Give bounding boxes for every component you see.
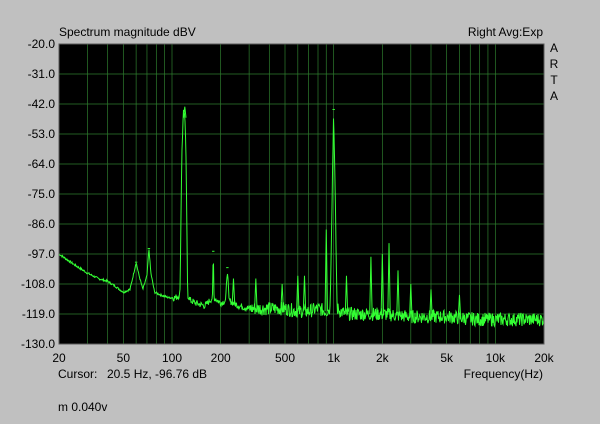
y-tick-label: -64.0 [28, 157, 56, 171]
x-tick-label: 10k [486, 351, 506, 365]
spectrum-peak [387, 243, 391, 315]
bottom-note: m 0.040v [58, 400, 107, 414]
spectrum-peak [302, 275, 307, 312]
y-tick-labels: -20.0 -31.0 -42.0 -53.0 -64.0 -75.0 -86.0 -97.0… [21, 37, 55, 351]
spectrum-peak [324, 229, 328, 312]
spectrum-peak [254, 278, 258, 309]
spectrum-peak [231, 278, 236, 304]
x-tick-labels: 20 50 100 200 500 1k 2k 5k 10k 20k [52, 351, 554, 365]
x-tick-label: 5k [440, 351, 454, 365]
y-tick-label: -75.0 [28, 187, 56, 201]
spectrum-peak [280, 283, 284, 309]
spectrum-peak [183, 106, 187, 118]
x-tick-label: 500 [275, 351, 295, 365]
plot-border [58, 43, 545, 345]
y-tick-label: -86.0 [28, 217, 56, 231]
x-tick-label: 200 [211, 351, 231, 365]
y-tick-label: -130.0 [21, 337, 55, 351]
spectrum-peak [429, 289, 433, 317]
avg-mode-label: Right Avg:Exp [468, 25, 543, 39]
spectrum-peak [457, 294, 462, 318]
x-tick-label: 20 [52, 351, 66, 365]
x-tick-label: 1k [327, 351, 341, 365]
spectrum-trace [58, 109, 545, 328]
cursor-label: Cursor: [58, 367, 97, 381]
x-axis-label: Frequency(Hz) [464, 367, 543, 381]
spectrum-peak [380, 253, 385, 315]
y-tick-label: -97.0 [28, 247, 56, 261]
x-tick-label: 100 [162, 351, 182, 365]
x-tick-label: 50 [117, 351, 131, 365]
arta-brand-letter: A [550, 89, 558, 103]
y-tick-label: -53.0 [28, 127, 56, 141]
spectrum-trace-group [58, 106, 545, 328]
spectrum-peak [344, 275, 349, 315]
arta-brand-letter: T [550, 73, 558, 87]
arta-brand-letter: A [550, 41, 558, 55]
y-tick-label: -42.0 [28, 97, 56, 111]
chart-title: Spectrum magnitude dBV [59, 25, 196, 39]
x-tick-label: 2k [376, 351, 390, 365]
y-tick-label: -20.0 [28, 37, 56, 51]
y-tick-label: -119.0 [22, 307, 55, 321]
cursor-readout: 20.5 Hz, -96.76 dB [107, 367, 207, 381]
y-tick-label: -108.0 [21, 277, 55, 291]
grid [59, 43, 544, 345]
x-tick-label: 20k [534, 351, 554, 365]
spectrum-peak [396, 270, 400, 316]
spectrum-peak [296, 275, 300, 312]
spectrum-peak [409, 283, 413, 317]
y-tick-label: -31.0 [28, 67, 56, 81]
spectrum-peak [369, 256, 373, 315]
arta-brand-letter: R [550, 57, 559, 71]
